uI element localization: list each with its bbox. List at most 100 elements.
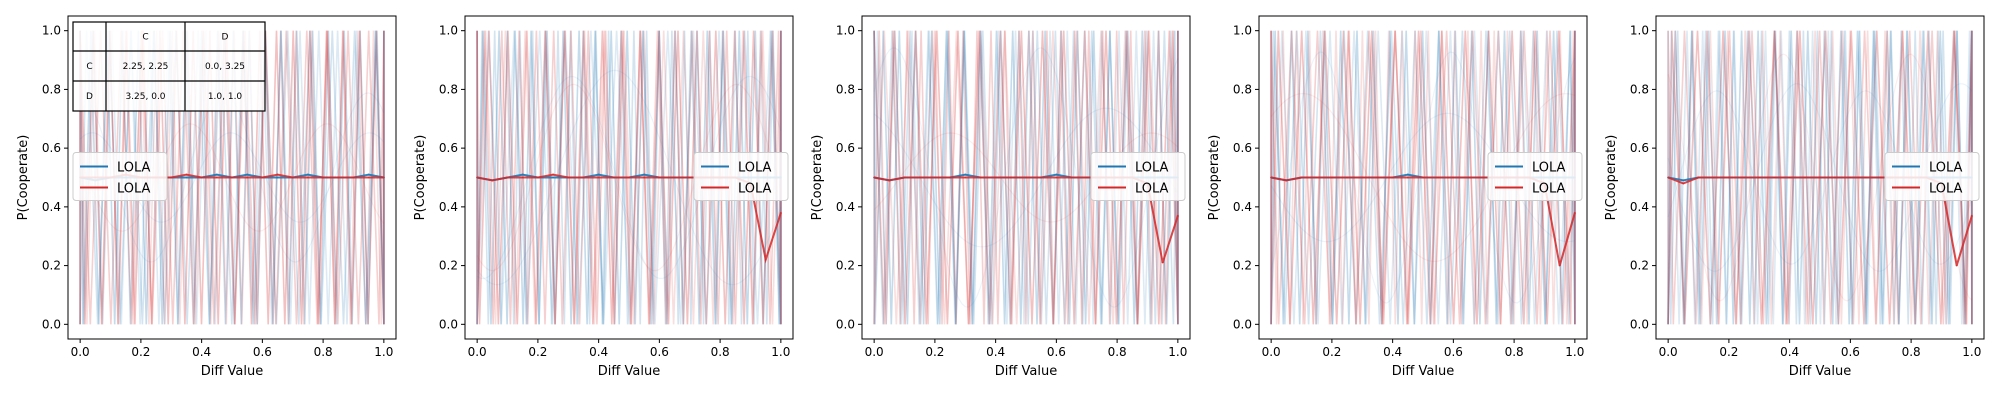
data-point: [1879, 176, 1882, 179]
x-tick-label: 0.4: [1383, 345, 1402, 359]
data-point: [322, 176, 325, 179]
legend-label: LOLA: [1135, 161, 1169, 176]
x-tick-label: 1.0: [374, 345, 393, 359]
background-wave: [1270, 112, 1576, 243]
background-wave: [1270, 92, 1576, 263]
legend-label: LOLA: [738, 161, 772, 176]
data-point: [1558, 264, 1561, 267]
data-point: [964, 176, 967, 179]
data-point: [261, 176, 264, 179]
data-point: [246, 176, 249, 179]
data-point: [612, 176, 615, 179]
legend-label: LOLA: [738, 182, 772, 197]
data-point: [1697, 176, 1700, 179]
background-trajectory: [1667, 30, 1973, 325]
data-point: [382, 176, 385, 179]
subplot-4: 0.0 0.2 0.4 0.6 0.8 1.0 0.0 0.2 0.4 0.6 0.8 1.0 Diff…: [1207, 15, 1588, 379]
data-point: [1955, 264, 1958, 267]
background-trajectory: [873, 30, 1179, 325]
x-tick-label: 1.0: [1962, 345, 1981, 359]
data-point: [185, 173, 188, 176]
data-point: [1176, 214, 1179, 217]
data-point: [658, 176, 661, 179]
data-point: [1025, 176, 1027, 179]
x-tick-label: 0.6: [1444, 345, 1463, 359]
background-trajectory: [476, 30, 782, 325]
x-axis-label: Diff Value: [995, 364, 1057, 379]
background-wave: [79, 123, 385, 232]
x-tick-label: 0.4: [589, 345, 608, 359]
x-tick-label: 0.2: [1719, 345, 1738, 359]
subplot-5: 0.0 0.2 0.4 0.6 0.8 1.0 0.0 0.2 0.4 0.6 0.8 1.0 Diff…: [1604, 15, 1985, 379]
y-tick-label: 0.6: [1630, 141, 1649, 155]
background-trajectory: [873, 30, 1179, 325]
data-point: [1452, 176, 1455, 179]
data-point: [567, 176, 570, 179]
data-point: [1849, 176, 1852, 179]
x-tick-label: 0.8: [1108, 345, 1127, 359]
background-trajectory: [873, 30, 1179, 325]
axes-frame: [67, 15, 397, 340]
data-point: [1285, 179, 1288, 182]
data-point: [291, 176, 294, 179]
axes-frame: [464, 15, 794, 340]
y-tick-label: 0.0: [439, 317, 458, 331]
y-axis-label: P(Cooperate): [1604, 135, 1619, 221]
data-point: [215, 176, 218, 179]
x-tick-label: 1.0: [1168, 345, 1187, 359]
subplot-2: 0.0 0.2 0.4 0.6 0.8 1.0 0.0 0.2 0.4 0.6 0.8 1.0 Diff…: [413, 15, 794, 379]
data-point: [1864, 176, 1867, 179]
data-point: [1819, 176, 1821, 179]
background-wave: [873, 107, 1179, 248]
data-point: [1712, 176, 1715, 179]
data-point: [1422, 176, 1424, 179]
y-tick-label: 1.0: [836, 24, 855, 38]
background-trajectories: [1667, 30, 1973, 325]
y-tick-label: 0.0: [836, 317, 855, 331]
table-cell: 3.25, 0.0: [125, 92, 165, 102]
data-point: [170, 176, 173, 179]
y-tick-label: 0.0: [1630, 317, 1649, 331]
table-cell: D: [86, 92, 93, 102]
data-point: [628, 176, 630, 179]
x-tick-label: 0.4: [1780, 345, 1799, 359]
background-wave: [476, 83, 782, 272]
data-point: [476, 176, 479, 179]
legend-label: LOLA: [1929, 161, 1963, 176]
data-point: [506, 176, 509, 179]
x-tick-label: 0.4: [986, 345, 1005, 359]
data-point: [185, 176, 188, 179]
data-point: [276, 173, 279, 176]
data-point: [552, 176, 554, 179]
x-axis-label: Diff Value: [598, 364, 660, 379]
data-point: [307, 176, 309, 179]
data-point: [200, 176, 203, 179]
data-point: [352, 176, 355, 179]
y-tick-label: 0.4: [1630, 200, 1649, 214]
x-tick-label: 0.0: [468, 345, 487, 359]
y-tick-label: 0.4: [439, 200, 458, 214]
data-point: [903, 176, 906, 179]
data-point: [1391, 176, 1394, 179]
x-axis-label: Diff Value: [201, 364, 263, 379]
legend: LOLA LOLA: [72, 152, 168, 201]
x-tick-label: 0.6: [1841, 345, 1860, 359]
data-point: [688, 176, 691, 179]
data-point: [597, 173, 600, 176]
data-point: [1682, 179, 1685, 182]
subplot-1: 0.0 0.2 0.4 0.6 0.8 1.0 0.0 0.2 0.4 0.6 0.8 1.0 Diff…: [16, 15, 397, 379]
data-point: [1758, 176, 1761, 179]
data-point: [1727, 176, 1730, 179]
background-trajectory: [1270, 30, 1576, 325]
x-tick-label: 0.6: [1047, 345, 1066, 359]
data-point: [1743, 176, 1745, 179]
background-wave: [1667, 53, 1973, 302]
y-tick-label: 0.8: [439, 82, 458, 96]
background-trajectory: [1667, 30, 1973, 325]
x-tick-label: 0.0: [865, 345, 884, 359]
y-tick-label: 1.0: [42, 24, 61, 38]
data-point: [1482, 176, 1485, 179]
data-point: [1667, 176, 1670, 179]
data-point: [246, 173, 249, 176]
